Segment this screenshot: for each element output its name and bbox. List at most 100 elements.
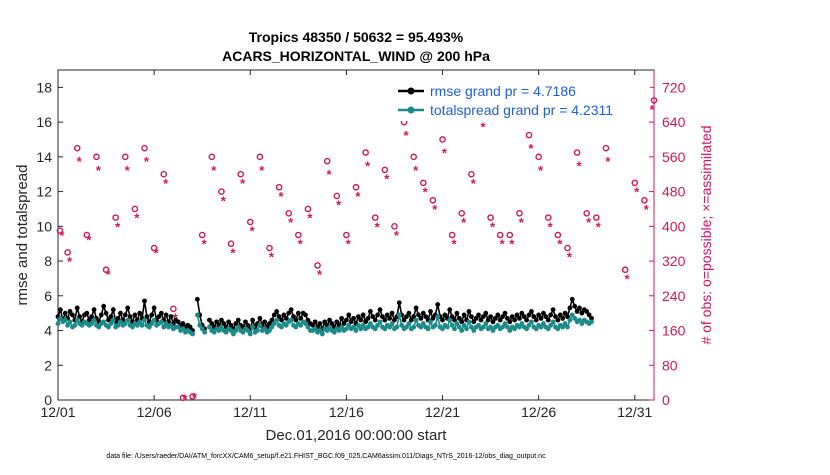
obs-assimilated-marker: *	[384, 172, 390, 187]
obs-assimilated-marker: *	[86, 232, 92, 247]
obs-possible-marker	[121, 153, 129, 161]
totalspread-point	[163, 321, 169, 326]
rmse-point	[269, 317, 275, 323]
obs-possible-marker	[160, 170, 168, 178]
obs-assimilated-marker: *	[596, 219, 602, 234]
totalspread-point	[324, 328, 330, 333]
legend-box	[392, 79, 650, 121]
obs-assimilated-marker: *	[278, 189, 284, 204]
obs-possible-marker	[323, 157, 331, 165]
totalspread-point	[505, 324, 510, 330]
rmse-point	[118, 310, 123, 316]
rmse-point	[478, 317, 484, 323]
totalspread-point	[91, 317, 97, 323]
obs-assimilated-marker: *	[548, 219, 554, 234]
obs-possible-marker	[496, 231, 504, 239]
totalspread-point	[502, 321, 508, 326]
totalspread-point	[420, 321, 426, 326]
rmse-point	[303, 312, 308, 318]
obs-assimilated-marker: *	[375, 219, 381, 234]
rmse-point	[411, 314, 417, 320]
rmse-point	[466, 309, 472, 314]
totalspread-point	[346, 322, 352, 328]
obs-assimilated-marker: *	[105, 267, 111, 282]
obs-assimilated-marker: *	[567, 250, 573, 265]
y2-tick-label: 480	[662, 184, 686, 200]
chart-title-line1: Tropics 48350 / 50632 = 95.493%	[249, 29, 464, 45]
y2-tick-label: 560	[662, 149, 686, 165]
totalspread-point	[356, 322, 361, 328]
totalspread-point	[118, 319, 123, 325]
rmse-point	[219, 317, 224, 323]
obs-possible-marker	[93, 153, 100, 161]
totalspread-point	[257, 322, 263, 328]
rmse-point	[447, 307, 453, 313]
totalspread-point	[303, 321, 308, 326]
totalspread-point	[572, 315, 578, 321]
totalspread-point	[406, 321, 412, 326]
obs-assimilated-marker: *	[394, 228, 400, 243]
totalspread-point	[444, 324, 450, 330]
totalspread-point	[65, 322, 71, 328]
obs-assimilated-marker: *	[327, 167, 333, 182]
obs-possible-marker	[56, 227, 64, 234]
totalspread-point	[180, 326, 186, 332]
obs-assimilated-marker: *	[163, 176, 169, 191]
obs-assimilated-marker: *	[288, 215, 294, 230]
y-axis-label: rmse and totalspread	[14, 165, 31, 306]
totalspread-point	[461, 322, 467, 328]
totalspread-point	[567, 317, 573, 323]
obs-assimilated-marker: *	[403, 128, 409, 143]
rmse-point	[524, 317, 530, 323]
totalspread-point	[382, 326, 388, 332]
totalspread-point	[223, 329, 229, 335]
obs-possible-marker	[141, 144, 148, 152]
obs-possible-marker	[227, 240, 235, 247]
obs-possible-marker	[64, 249, 71, 256]
obs-assimilated-marker: *	[317, 267, 323, 282]
y2-tick-label: 240	[662, 288, 686, 304]
totalspread-point	[589, 319, 594, 325]
obs-assimilated-marker: *	[509, 237, 515, 252]
y2-tick-label: 720	[662, 79, 686, 95]
rmse-point	[370, 314, 376, 320]
rmse-point	[327, 317, 332, 323]
totalspread-point	[211, 329, 217, 335]
obs-assimilated-marker: *	[644, 202, 650, 217]
obs-assimilated-marker: *	[355, 189, 361, 204]
totalspread-point	[336, 328, 342, 333]
rmse-point	[471, 319, 477, 325]
totalspread-point	[137, 319, 143, 325]
rmse-point	[286, 310, 292, 316]
rmse-point	[430, 315, 436, 321]
obs-assimilated-marker: *	[480, 119, 486, 134]
totalspread-point	[262, 326, 268, 332]
totalspread-point	[58, 315, 63, 321]
obs-assimilated-marker: *	[500, 237, 506, 252]
totalspread-point	[577, 317, 582, 323]
rmse-point	[372, 317, 378, 323]
obs-assimilated-marker: *	[625, 271, 631, 286]
totalspread-point	[375, 322, 381, 328]
rmse-point	[459, 319, 465, 325]
rmse-point	[521, 314, 527, 320]
obs-assimilated-marker: *	[452, 237, 458, 252]
rmse-point	[310, 322, 316, 328]
obs-possible-marker	[583, 209, 591, 217]
rmse-point	[360, 312, 366, 318]
totalspread-point	[168, 322, 174, 328]
totalspread-point	[149, 321, 155, 326]
totalspread-point	[240, 329, 246, 335]
rmse-point	[565, 314, 570, 320]
totalspread-point	[500, 324, 505, 330]
totalspread-point	[194, 312, 200, 318]
y2-tick-label: 640	[662, 114, 686, 130]
rmse-point	[406, 310, 412, 316]
totalspread-point	[365, 324, 371, 330]
totalspread-point	[368, 321, 373, 326]
obs-possible-marker	[112, 214, 119, 221]
totalspread-point	[399, 322, 405, 328]
totalspread-point	[343, 326, 349, 332]
rmse-point	[526, 312, 532, 318]
rmse-point	[449, 314, 455, 320]
